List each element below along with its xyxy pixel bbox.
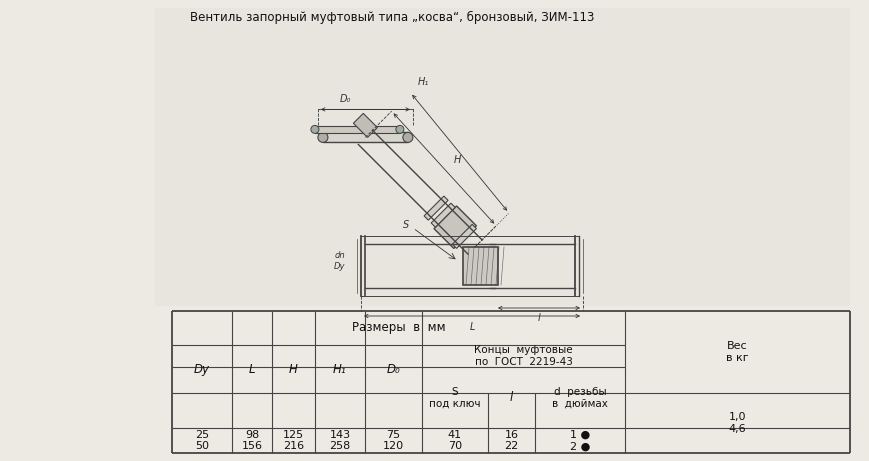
Text: d  резьбы
в  дюймах: d резьбы в дюймах [552, 387, 607, 408]
Text: Концы  муфтовые
по  ГОСТ  2219-43: Концы муфтовые по ГОСТ 2219-43 [474, 345, 572, 367]
Text: H: H [289, 362, 297, 376]
Text: l: l [537, 313, 540, 323]
Circle shape [310, 125, 319, 133]
Text: 143
258: 143 258 [329, 430, 350, 451]
Text: 98
156: 98 156 [242, 430, 262, 451]
Text: D₀: D₀ [386, 362, 400, 376]
Text: Вентиль запорный муфтовый типа „косва“, бронзовый, ЗИМ-113: Вентиль запорный муфтовый типа „косва“, … [189, 11, 594, 24]
Text: Вес
в кг: Вес в кг [726, 341, 748, 363]
Polygon shape [353, 113, 377, 137]
Text: dn: dn [334, 251, 345, 260]
Text: Dy: Dy [333, 262, 345, 271]
Circle shape [317, 132, 328, 142]
Polygon shape [431, 203, 454, 227]
Polygon shape [434, 206, 476, 248]
Text: S
под ключ: S под ключ [428, 387, 481, 408]
Text: 1,0
4,6: 1,0 4,6 [728, 412, 746, 434]
Text: 125
216: 125 216 [282, 430, 303, 451]
Circle shape [395, 125, 403, 133]
Text: 25
50: 25 50 [195, 430, 209, 451]
Text: 75
120: 75 120 [382, 430, 403, 451]
Text: H₁: H₁ [333, 362, 347, 376]
Text: l: l [509, 391, 513, 404]
Text: 16
22: 16 22 [504, 430, 518, 451]
Text: D₀: D₀ [339, 95, 351, 104]
Polygon shape [315, 126, 400, 133]
Text: L: L [468, 322, 474, 332]
Polygon shape [322, 132, 408, 142]
Bar [155, 8, 849, 306]
Text: Dу: Dу [194, 362, 209, 376]
Text: H₁: H₁ [417, 77, 428, 88]
Text: 41
70: 41 70 [448, 430, 461, 451]
Polygon shape [423, 196, 448, 220]
Text: 1 ●
2 ●: 1 ● 2 ● [569, 430, 589, 451]
Text: L: L [249, 362, 255, 376]
Polygon shape [452, 225, 476, 248]
Text: Размеры  в  мм: Размеры в мм [351, 321, 445, 335]
Circle shape [402, 132, 413, 142]
Text: H: H [454, 155, 461, 165]
FancyBboxPatch shape [462, 247, 497, 285]
Text: S: S [402, 220, 408, 230]
